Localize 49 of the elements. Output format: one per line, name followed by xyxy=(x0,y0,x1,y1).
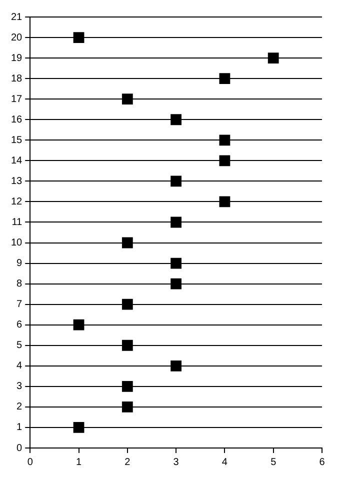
point xyxy=(219,155,230,166)
y-tick-label: 13 xyxy=(11,176,23,187)
point xyxy=(170,278,182,290)
point xyxy=(73,319,84,330)
y-tick-label: 16 xyxy=(11,114,23,126)
point xyxy=(268,52,279,64)
y-tick-label: 12 xyxy=(11,196,23,208)
point xyxy=(122,94,133,105)
x-tick-label: 3 xyxy=(173,456,180,468)
point xyxy=(170,176,182,187)
y-tick-label: 8 xyxy=(16,278,23,290)
y-tick-label: 1 xyxy=(16,422,23,434)
y-tick-label: 6 xyxy=(16,320,23,331)
point xyxy=(170,114,182,126)
y-tick-label: 2 xyxy=(16,402,23,413)
x-tick-label: 4 xyxy=(222,456,228,468)
y-tick-label: 10 xyxy=(11,238,23,249)
point xyxy=(122,298,133,310)
y-tick-label: 7 xyxy=(16,299,23,310)
y-tick-label: 0 xyxy=(16,442,23,454)
point xyxy=(170,216,182,228)
y-tick-label: 21 xyxy=(11,12,23,23)
y-tick-label: 3 xyxy=(16,381,23,392)
point xyxy=(170,360,182,372)
y-tick-label: 15 xyxy=(11,134,23,146)
y-tick-label: 14 xyxy=(11,155,23,166)
point xyxy=(122,237,133,248)
point xyxy=(219,196,230,208)
x-tick-label: 2 xyxy=(124,456,131,468)
y-tick-label: 17 xyxy=(11,94,23,105)
point xyxy=(73,32,84,43)
point xyxy=(73,422,84,433)
y-tick-label: 9 xyxy=(16,258,23,270)
y-tick-label: 19 xyxy=(11,52,23,64)
y-tick-label: 5 xyxy=(16,340,23,352)
point xyxy=(122,402,133,412)
x-tick-label: 0 xyxy=(27,456,34,468)
point xyxy=(170,258,182,269)
point xyxy=(219,134,230,146)
y-tick-label: 11 xyxy=(12,216,23,228)
point xyxy=(122,380,133,392)
x-tick-label: 6 xyxy=(319,456,326,468)
x-tick-label: 1 xyxy=(76,456,82,468)
y-tick-label: 18 xyxy=(11,73,23,84)
y-tick-label: 4 xyxy=(16,360,23,372)
point xyxy=(219,73,230,84)
y-tick-label: 20 xyxy=(11,32,23,44)
x-tick-label: 5 xyxy=(270,456,277,468)
point xyxy=(122,340,133,351)
